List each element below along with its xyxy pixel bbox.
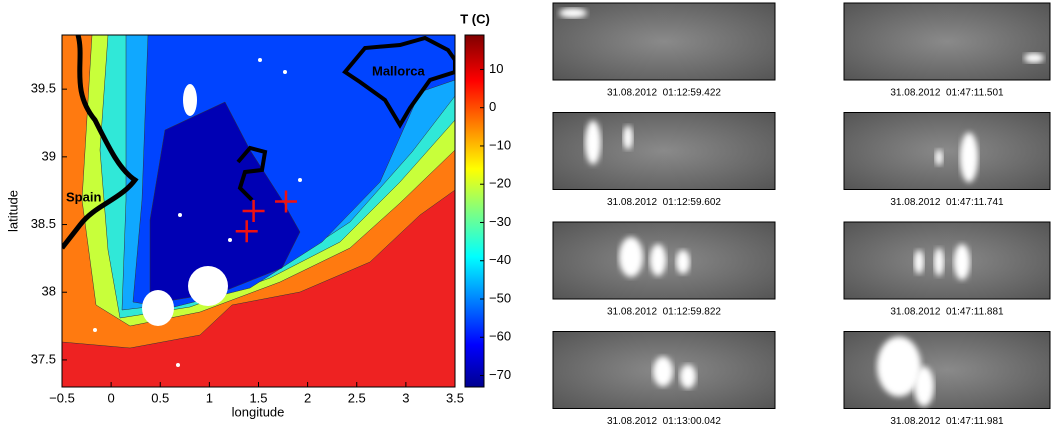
coastline bbox=[342, 35, 455, 129]
x-tick-label: 3 bbox=[402, 390, 409, 405]
colorbar bbox=[464, 34, 485, 388]
annotation: Mallorca bbox=[372, 63, 426, 78]
annotation: Spain bbox=[66, 189, 101, 204]
x-tick-label: 2.5 bbox=[348, 390, 366, 405]
colorbar-tick-label: −40 bbox=[489, 252, 511, 267]
frame-caption: 31.08.2012 01:13:00.042 bbox=[607, 416, 721, 424]
frame-caption: 31.08.2012 01:47:11.881 bbox=[890, 307, 1004, 318]
y-axis-label: latitude bbox=[5, 190, 20, 232]
sprite-glow bbox=[585, 120, 601, 165]
x-tick-label: 1 bbox=[206, 390, 213, 405]
lightning-dot bbox=[298, 178, 302, 182]
sprite-glow bbox=[934, 248, 944, 276]
sprite-glow bbox=[1024, 53, 1044, 63]
colorbar-tick-label: −70 bbox=[489, 367, 511, 382]
frame-caption: 31.08.2012 01:12:59.602 bbox=[607, 197, 721, 208]
lightning-cluster bbox=[93, 58, 302, 367]
sprite-glow bbox=[914, 366, 934, 407]
sprite-glow bbox=[914, 250, 924, 274]
red-cross bbox=[275, 190, 298, 213]
x-tick-label: 3.5 bbox=[446, 390, 464, 405]
frame-caption: 31.08.2012 01:47:11.741 bbox=[890, 197, 1004, 208]
camera-frame: 31.08.2012 01:47:11.881 bbox=[843, 221, 1051, 318]
frame-image bbox=[843, 2, 1051, 81]
coastline bbox=[236, 145, 268, 202]
x-axis-label: longitude bbox=[232, 404, 285, 419]
contour-level bbox=[149, 101, 301, 305]
coastline bbox=[62, 35, 139, 250]
camera-frame: 31.08.2012 01:12:59.602 bbox=[552, 112, 776, 208]
sprite-glow bbox=[680, 364, 696, 389]
lightning-dot bbox=[93, 328, 97, 332]
sprite-glow bbox=[650, 244, 666, 276]
colorbar-tick-label: 10 bbox=[489, 61, 503, 76]
x-tick-label: 0.5 bbox=[151, 390, 169, 405]
colorbar-tick-label: −30 bbox=[489, 214, 511, 229]
red-cross bbox=[242, 200, 265, 222]
sprite-glow bbox=[954, 244, 970, 280]
y-tick-label: 38.5 bbox=[31, 216, 56, 231]
lightning-dot bbox=[258, 58, 262, 62]
sprite-glow bbox=[877, 336, 921, 397]
x-tick-label: 2 bbox=[304, 390, 311, 405]
camera-frame: 31.08.2012 01:47:11.501 bbox=[843, 2, 1051, 99]
x-tick-label: 1.5 bbox=[249, 390, 267, 405]
sprite-glow bbox=[619, 237, 643, 277]
frame-caption: 31.08.2012 01:12:59.822 bbox=[607, 307, 721, 318]
lightning-dot bbox=[228, 238, 232, 242]
y-tick-label: 39.5 bbox=[31, 81, 56, 96]
camera-frame: 31.08.2012 01:12:59.422 bbox=[552, 2, 776, 99]
contour-field bbox=[62, 35, 455, 387]
x-tick-label: 0 bbox=[108, 390, 115, 405]
lightning-cluster bbox=[183, 84, 197, 116]
frame-caption: 31.08.2012 01:47:11.501 bbox=[890, 88, 1004, 99]
camera-frame: 31.08.2012 01:12:59.822 bbox=[552, 221, 776, 318]
colorbar-tick-label: −20 bbox=[489, 176, 511, 191]
camera-frame: 31.08.2012 01:47:11.981 bbox=[843, 331, 1051, 427]
colorbar-tick-label: −60 bbox=[489, 329, 511, 344]
sprite-glow bbox=[676, 250, 690, 274]
sprite-glow bbox=[559, 8, 587, 18]
colorbar-tick-label: 0 bbox=[489, 99, 496, 114]
lightning-dot bbox=[178, 213, 182, 217]
camera-frame: 31.08.2012 01:47:11.741 bbox=[843, 112, 1051, 208]
lightning-cluster bbox=[188, 266, 228, 306]
sprite-glow bbox=[960, 132, 978, 183]
frame-image bbox=[843, 221, 1051, 300]
sprite-glow bbox=[935, 149, 943, 166]
sprite-glow bbox=[623, 125, 633, 150]
sprite-glow bbox=[653, 356, 673, 387]
frame-caption: 31.08.2012 01:47:11.981 bbox=[890, 416, 1004, 424]
y-tick-label: 39 bbox=[42, 148, 56, 163]
colorbar-tick-label: −50 bbox=[489, 290, 511, 305]
camera-frame: 31.08.2012 01:13:00.042 bbox=[552, 331, 776, 427]
frame-image bbox=[552, 2, 776, 81]
frame-image bbox=[843, 112, 1051, 190]
frame-image bbox=[843, 331, 1051, 409]
lightning-cluster bbox=[142, 290, 174, 326]
x-tick-label: −0.5 bbox=[49, 390, 75, 405]
lightning-dot bbox=[283, 70, 287, 74]
lightning-dot bbox=[176, 363, 180, 367]
y-tick-label: 37.5 bbox=[31, 351, 56, 366]
y-tick-label: 38 bbox=[42, 284, 56, 299]
red-cross bbox=[235, 220, 258, 243]
colorbar-title: T (C) bbox=[460, 11, 490, 26]
colorbar-tick-label: −10 bbox=[489, 137, 511, 152]
frame-caption: 31.08.2012 01:12:59.422 bbox=[607, 88, 721, 99]
